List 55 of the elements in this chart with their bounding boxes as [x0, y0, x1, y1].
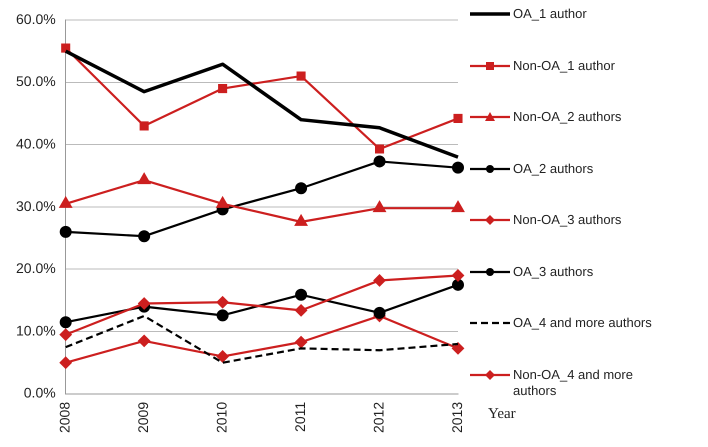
point — [373, 201, 386, 212]
point — [60, 328, 72, 341]
point — [138, 230, 150, 242]
point — [452, 269, 464, 282]
point — [296, 72, 306, 81]
point — [295, 336, 308, 348]
point — [452, 278, 464, 291]
legend-label: OA_3 authors — [513, 264, 594, 280]
point — [453, 114, 463, 123]
point — [374, 306, 386, 319]
x-tick-label: 2010 — [213, 402, 230, 434]
point — [452, 342, 464, 354]
y-tick-label: 40.0% — [16, 135, 56, 152]
point — [138, 334, 150, 347]
legend-label: OA_1 author — [513, 6, 588, 22]
point — [140, 121, 149, 130]
point — [216, 350, 229, 362]
x-axis-title: Year — [488, 406, 516, 422]
point — [452, 162, 464, 174]
x-tick-label: 2013 — [448, 402, 465, 434]
legend-label: OA_4 and more authors — [513, 315, 653, 331]
point — [452, 201, 464, 212]
x-tick-label: 2012 — [370, 402, 386, 434]
point — [295, 304, 308, 316]
point — [216, 196, 229, 208]
point — [218, 84, 228, 94]
y-tick-label: 30.0% — [16, 198, 56, 214]
y-tick-label: 60.0% — [16, 10, 56, 27]
point — [61, 44, 70, 53]
legend-label: Non-OA_1 author — [513, 58, 616, 74]
point — [138, 298, 150, 310]
y-tick-label: 10.0% — [16, 322, 56, 338]
x-tick-label: 2009 — [135, 402, 152, 434]
point — [375, 144, 384, 154]
legend-label: OA_2 authors — [513, 160, 594, 176]
x-tick-label: 2011 — [292, 402, 308, 432]
y-tick-label: 0.0% — [24, 384, 56, 401]
point — [60, 316, 72, 328]
point — [216, 309, 229, 322]
y-tick-label: 50.0% — [16, 73, 56, 90]
point — [295, 182, 308, 194]
legend-label: Non-OA_4 and more authors — [513, 366, 634, 398]
x-tick-label: 2008 — [56, 402, 73, 434]
point — [138, 173, 150, 184]
point — [295, 288, 308, 301]
point — [374, 274, 386, 286]
point — [374, 155, 386, 168]
point — [60, 196, 72, 208]
point — [60, 356, 72, 369]
y-tick-label: 20.0% — [16, 260, 56, 276]
legend-label: Non-OA_3 authors — [513, 212, 622, 228]
legend-label: Non-OA_2 authors — [513, 109, 622, 125]
point — [216, 296, 229, 308]
point — [60, 226, 72, 238]
point — [294, 214, 308, 226]
